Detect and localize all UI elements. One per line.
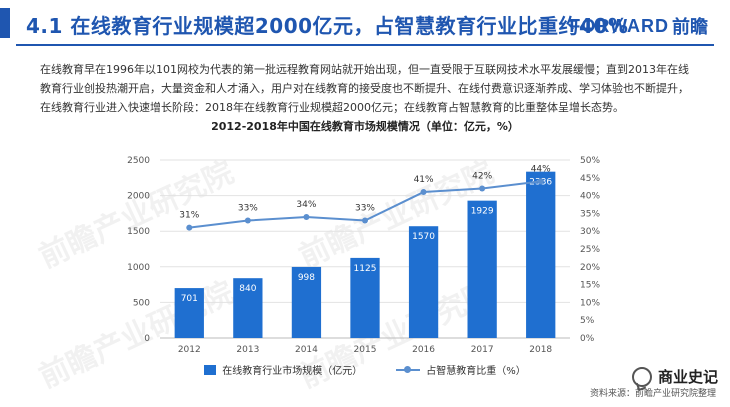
y-left-tick-label: 2500 bbox=[127, 156, 150, 166]
bar bbox=[291, 266, 322, 338]
logo-text: FORWARD bbox=[569, 15, 669, 36]
bar-value-label: 1570 bbox=[412, 232, 435, 242]
title-accent-bar bbox=[0, 8, 10, 38]
wechat-account: 商业史记 bbox=[631, 366, 718, 387]
bar-value-label: 840 bbox=[239, 284, 256, 294]
share-point bbox=[420, 189, 427, 196]
legend-line-swatch bbox=[396, 365, 421, 375]
share-point bbox=[244, 217, 251, 224]
y-right-tick-label: 5% bbox=[580, 316, 595, 326]
y-left-tick-label: 1500 bbox=[127, 227, 150, 237]
bar bbox=[350, 257, 380, 338]
bar bbox=[174, 288, 204, 338]
y-right-tick-label: 20% bbox=[580, 263, 600, 273]
share-point bbox=[537, 178, 544, 185]
bar bbox=[233, 278, 263, 338]
y-right-tick-label: 10% bbox=[580, 298, 600, 308]
x-tick-label: 2015 bbox=[354, 345, 377, 355]
title-divider bbox=[16, 44, 714, 46]
share-value-label: 33% bbox=[238, 204, 258, 214]
y-right-tick-label: 50% bbox=[580, 156, 600, 166]
share-value-label: 33% bbox=[355, 204, 375, 214]
y-left-tick-label: 0 bbox=[144, 334, 150, 344]
legend-bar-swatch bbox=[204, 364, 217, 375]
share-value-label: 44% bbox=[531, 164, 551, 174]
wechat-icon bbox=[631, 366, 652, 387]
share-value-label: 31% bbox=[179, 211, 199, 221]
chart-title: 2012-2018年中国在线教育市场规模情况（单位：亿元，%） bbox=[211, 120, 519, 133]
y-right-tick-label: 25% bbox=[580, 245, 600, 255]
legend-item-line: 占智慧教育比重（%） bbox=[396, 362, 526, 377]
intro-paragraph: 在线教育早在1996年以101网校为代表的第一批远程教育网站就开始出现，但一直受… bbox=[40, 63, 689, 114]
share-value-label: 34% bbox=[296, 200, 316, 210]
legend-line-label: 占智慧教育比重（%） bbox=[426, 366, 526, 377]
bar bbox=[467, 200, 497, 338]
legend-item-bar: 在线教育行业市场规模（亿元） bbox=[204, 362, 362, 377]
share-point bbox=[362, 217, 368, 224]
chart-legend: 在线教育行业市场规模（亿元） 占智慧教育比重（%） bbox=[0, 362, 730, 377]
y-right-tick-label: 35% bbox=[580, 209, 600, 219]
x-tick-label: 2013 bbox=[236, 345, 259, 355]
x-tick-label: 2016 bbox=[412, 345, 435, 355]
share-point bbox=[303, 213, 310, 220]
bar-value-label: 1125 bbox=[354, 264, 377, 274]
bar bbox=[408, 226, 439, 338]
y-left-tick-label: 500 bbox=[133, 298, 150, 308]
share-point bbox=[479, 185, 486, 192]
bar-value-label: 701 bbox=[181, 294, 198, 304]
forward-logo: FORWARD 前瞻 bbox=[569, 14, 708, 39]
x-tick-label: 2012 bbox=[178, 345, 201, 355]
wechat-label: 商业史记 bbox=[657, 368, 718, 386]
logo-cn-text: 前瞻 bbox=[672, 17, 708, 38]
y-left-tick-label: 2000 bbox=[127, 192, 150, 202]
share-point bbox=[186, 224, 193, 231]
y-left-tick-label: 1000 bbox=[127, 263, 150, 273]
bar-value-label: 1929 bbox=[471, 207, 494, 217]
x-tick-label: 2014 bbox=[295, 345, 318, 355]
share-value-label: 42% bbox=[472, 171, 492, 181]
x-tick-label: 2017 bbox=[471, 345, 494, 355]
y-right-tick-label: 45% bbox=[580, 174, 600, 184]
y-right-tick-label: 15% bbox=[580, 281, 600, 291]
source-note: 资料来源：前瞻产业研究院整理 bbox=[589, 389, 716, 399]
y-right-tick-label: 0% bbox=[580, 334, 595, 344]
x-tick-label: 2018 bbox=[529, 345, 552, 355]
bar bbox=[526, 171, 556, 338]
share-value-label: 41% bbox=[414, 175, 434, 185]
legend-bar-label: 在线教育行业市场规模（亿元） bbox=[222, 366, 363, 377]
bar-value-label: 998 bbox=[298, 273, 315, 283]
y-right-tick-label: 30% bbox=[580, 227, 600, 237]
page-title: 4.1 在线教育行业规模超2000亿元，占智慧教育行业比重约40% bbox=[26, 14, 629, 38]
y-right-tick-label: 40% bbox=[580, 192, 600, 202]
